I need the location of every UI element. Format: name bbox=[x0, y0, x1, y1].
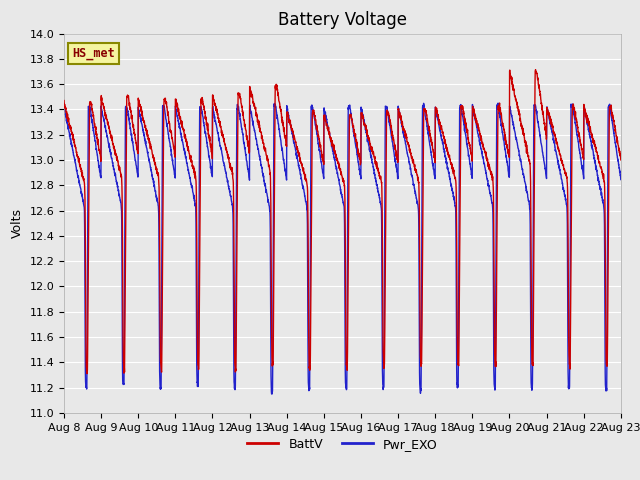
Text: HS_met: HS_met bbox=[72, 47, 115, 60]
Legend: BattV, Pwr_EXO: BattV, Pwr_EXO bbox=[242, 433, 443, 456]
Title: Battery Voltage: Battery Voltage bbox=[278, 11, 407, 29]
Y-axis label: Volts: Volts bbox=[11, 208, 24, 238]
